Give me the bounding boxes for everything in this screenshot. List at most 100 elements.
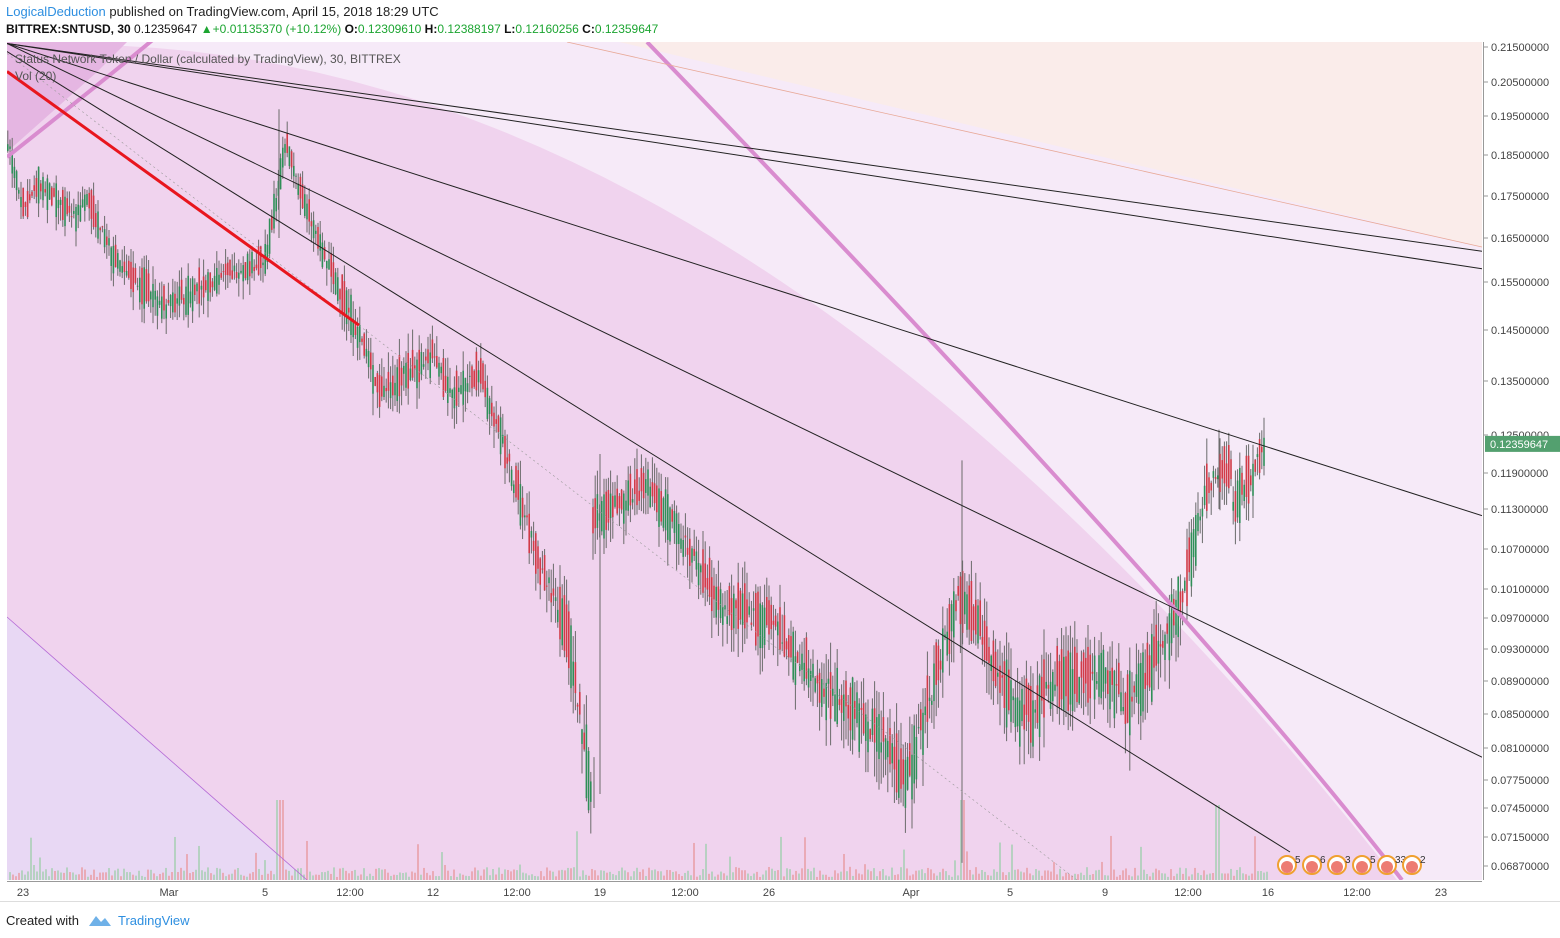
volume-bar bbox=[201, 870, 203, 880]
volume-bar bbox=[438, 876, 440, 880]
volume-bar bbox=[981, 870, 983, 880]
candle-body bbox=[669, 507, 671, 542]
volume-bar bbox=[399, 872, 401, 880]
candle-body bbox=[1144, 672, 1146, 689]
volume-bar bbox=[1134, 867, 1136, 880]
volume-bar bbox=[1146, 873, 1148, 880]
candle-body bbox=[1019, 700, 1021, 747]
candle-body bbox=[772, 620, 775, 625]
volume-bar bbox=[186, 854, 188, 880]
time-axis[interactable]: 23 Mar 5 12:00 12 12:00 19 12:00 26 Apr 5 9 12:00 16 1… bbox=[7, 881, 1482, 901]
candle-body bbox=[271, 215, 273, 230]
volume-bar bbox=[1245, 874, 1247, 880]
volume-bar bbox=[579, 876, 581, 880]
volume-bar bbox=[789, 869, 791, 880]
candle-body bbox=[260, 246, 262, 269]
candle-body bbox=[18, 189, 20, 194]
candle-body bbox=[634, 479, 636, 495]
volume-bar bbox=[471, 871, 473, 880]
price-axis[interactable]: 0.21500000 0.20500000 0.19500000 0.18500000… bbox=[1483, 42, 1560, 880]
candle-body bbox=[1023, 704, 1025, 730]
flag-icon bbox=[1281, 861, 1293, 873]
drawings[interactable] bbox=[7, 42, 1482, 880]
volume-bar bbox=[990, 875, 992, 880]
candle-body bbox=[495, 419, 497, 424]
candle-body bbox=[906, 756, 909, 790]
volume-bar bbox=[267, 873, 269, 880]
candle-body bbox=[383, 385, 385, 398]
volume-bar bbox=[552, 871, 554, 880]
candle-body bbox=[678, 524, 680, 545]
event-markers[interactable]: 5 6 3 5 33 2 bbox=[1277, 855, 1426, 875]
volume-bar bbox=[774, 870, 776, 880]
candle-body bbox=[1100, 652, 1102, 699]
symbol-label[interactable]: BITTREX:SNTUSD, 30 bbox=[6, 22, 131, 36]
volume-bar bbox=[1155, 868, 1157, 880]
volume-bar bbox=[1224, 873, 1226, 880]
candle-body bbox=[81, 199, 84, 208]
volume-bar bbox=[699, 875, 701, 880]
candle-body bbox=[675, 513, 678, 545]
candle-body bbox=[805, 637, 808, 679]
candle-body bbox=[68, 205, 71, 213]
candle-body bbox=[330, 253, 332, 277]
candle-body bbox=[321, 242, 324, 268]
candle-body bbox=[1034, 709, 1036, 713]
price-chart[interactable]: 5 6 3 5 33 2 bbox=[7, 42, 1482, 880]
candle-body bbox=[662, 498, 665, 528]
candle-body bbox=[1030, 685, 1032, 743]
volume-bar bbox=[255, 852, 257, 880]
volume-bar bbox=[702, 869, 704, 880]
candle-body bbox=[774, 615, 777, 627]
candle-body bbox=[1113, 670, 1116, 719]
candle-body bbox=[603, 494, 605, 539]
candle-body bbox=[211, 281, 214, 288]
candle-body bbox=[741, 593, 744, 625]
volume-bar bbox=[825, 874, 827, 880]
candle-body bbox=[156, 296, 159, 316]
candle-body bbox=[950, 604, 953, 632]
fan-line bbox=[7, 51, 1291, 853]
candle-body bbox=[900, 748, 902, 789]
candle-body bbox=[121, 266, 123, 273]
volume-bar bbox=[777, 870, 779, 880]
volume-bar bbox=[1263, 872, 1265, 880]
candle-body bbox=[1124, 692, 1127, 724]
candle-body bbox=[865, 714, 867, 741]
candle-body bbox=[48, 183, 51, 200]
legend-volume[interactable]: Vol (20) bbox=[15, 69, 57, 83]
candle-body bbox=[220, 272, 222, 278]
volume-bar bbox=[1254, 836, 1256, 880]
candle-body bbox=[801, 653, 803, 670]
candle-body bbox=[823, 688, 825, 697]
candle-body bbox=[1045, 681, 1047, 689]
volume-bar bbox=[453, 869, 455, 880]
candle-body bbox=[409, 368, 412, 380]
volume-bar bbox=[738, 867, 740, 880]
volume-bar bbox=[906, 868, 908, 880]
candle-body bbox=[715, 586, 717, 618]
tradingview-link[interactable]: TradingView bbox=[118, 913, 190, 928]
candle-body bbox=[253, 266, 255, 272]
time-tick-label: 12:00 bbox=[503, 887, 531, 899]
candle-body bbox=[218, 274, 220, 285]
candle-body bbox=[293, 165, 295, 177]
volume-bar bbox=[966, 851, 968, 880]
candle-body bbox=[88, 192, 90, 209]
volume-bar bbox=[294, 869, 296, 880]
author-link[interactable]: LogicalDeduction bbox=[6, 4, 106, 19]
chart-pane[interactable]: 5 6 3 5 33 2 bbox=[7, 42, 1482, 880]
publish-text: published on TradingView.com, April 15, … bbox=[105, 4, 439, 19]
volume-bar bbox=[1014, 869, 1016, 880]
volume-bar bbox=[1053, 862, 1055, 880]
candle-body bbox=[748, 606, 750, 615]
volume-bar bbox=[1173, 876, 1175, 880]
volume-bar bbox=[63, 872, 65, 880]
candle-body bbox=[26, 190, 29, 218]
volume-bar bbox=[411, 871, 413, 880]
candle-body bbox=[1217, 475, 1219, 480]
candle-body bbox=[194, 284, 196, 295]
volume-bar bbox=[651, 870, 653, 880]
candle-body bbox=[288, 146, 291, 167]
candle-body bbox=[1047, 684, 1050, 689]
